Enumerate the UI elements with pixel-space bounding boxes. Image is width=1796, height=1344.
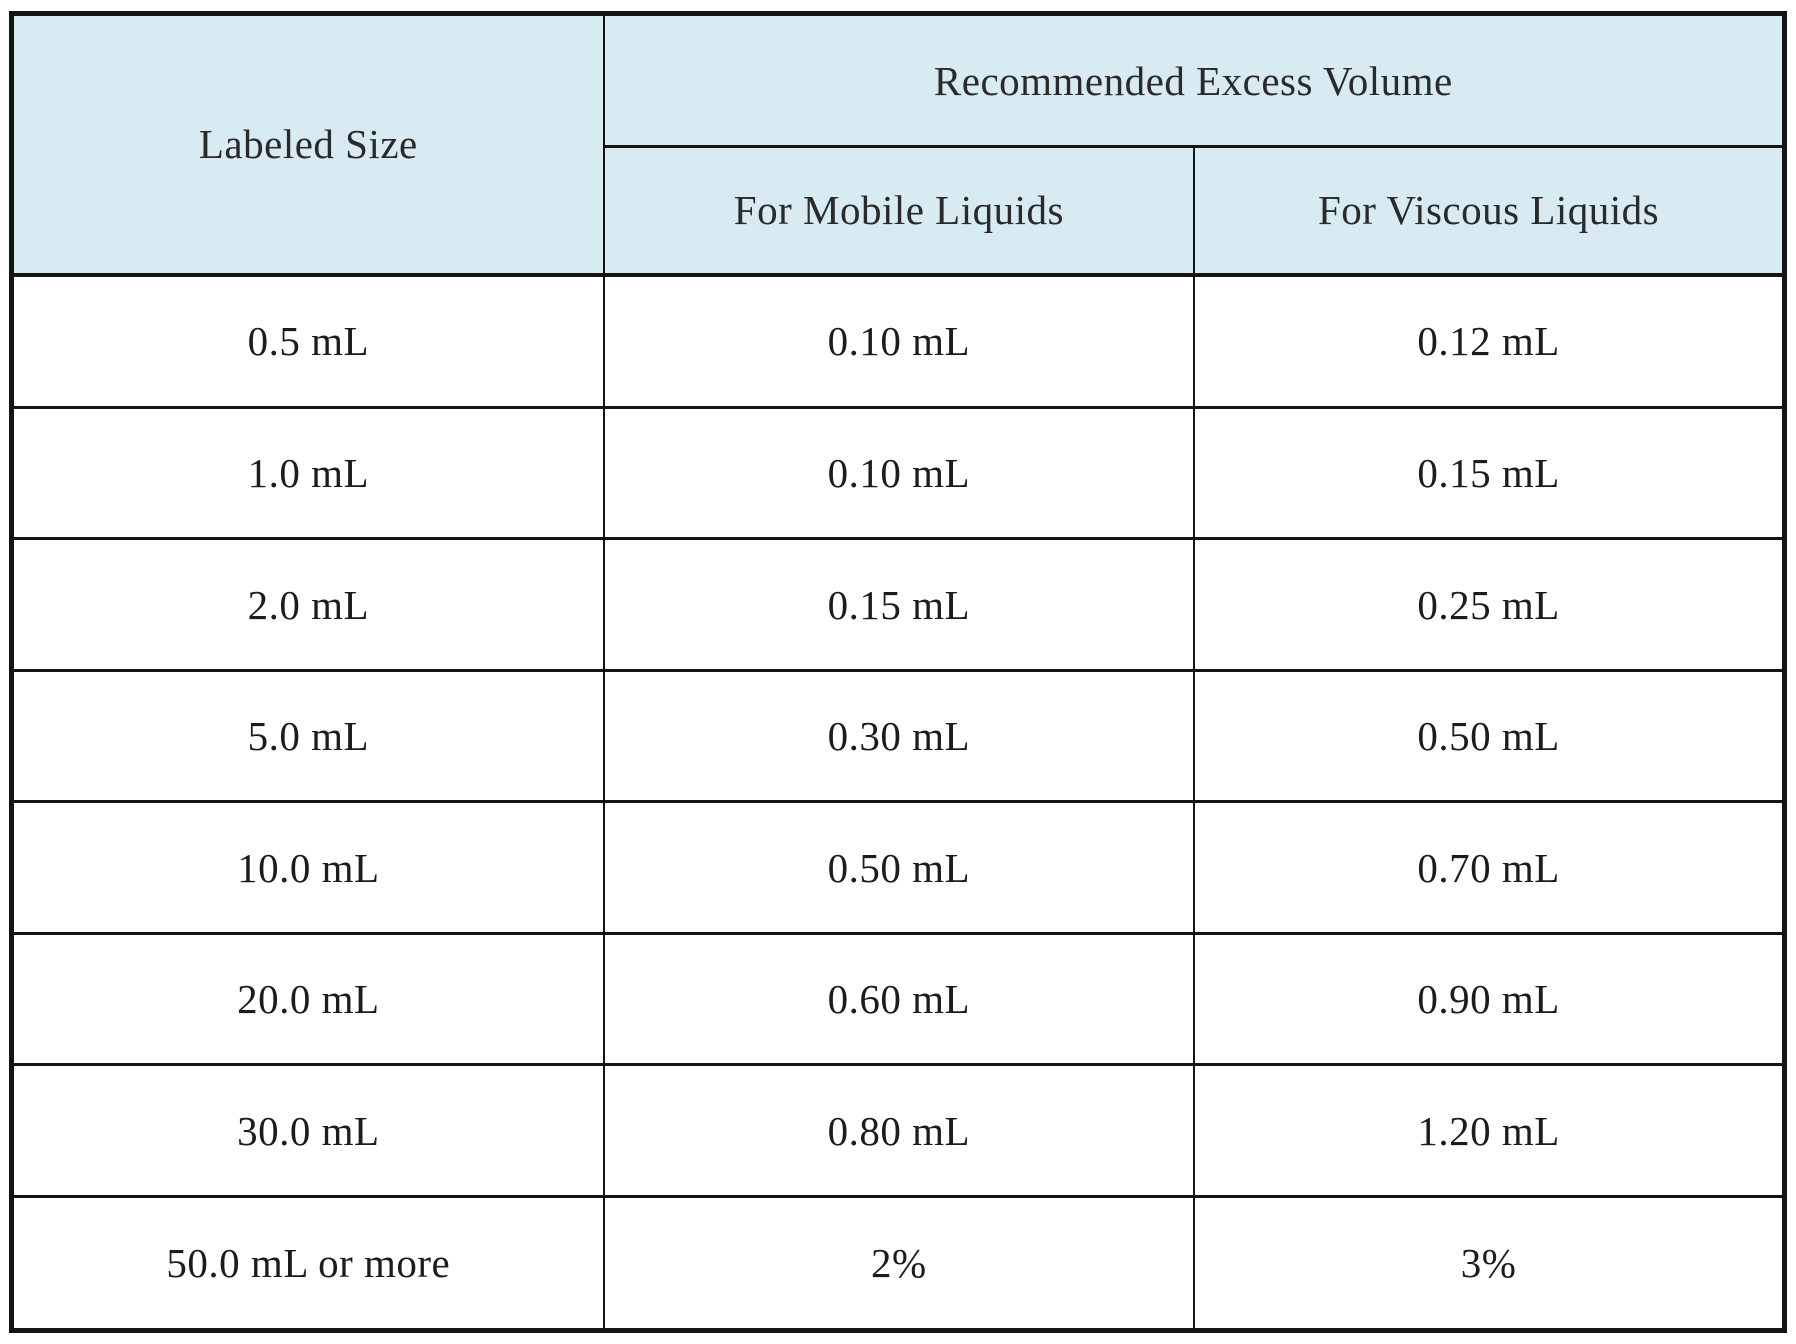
cell-labeled-size: 2.0 mL: [10, 537, 605, 672]
cell-mobile-value: 0.30 mL: [602, 668, 1196, 804]
cell-labeled-size: 1.0 mL: [10, 405, 605, 541]
cell-labeled-size: 30.0 mL: [10, 1063, 605, 1198]
table-row: 30.0 mL 0.80 mL 1.20 mL: [10, 1063, 1786, 1198]
header-labeled-size: Labeled Size: [10, 12, 605, 277]
cell-mobile-value: 0.10 mL: [602, 405, 1196, 541]
cell-viscous-value: 0.50 mL: [1193, 668, 1786, 804]
table-row: 20.0 mL 0.60 mL 0.90 mL: [10, 931, 1786, 1067]
header-group-row: Labeled Size Recommended Excess Volume: [10, 12, 1786, 277]
excess-volume-table: Labeled Size Recommended Excess Volume F…: [9, 11, 1787, 1333]
cell-mobile-value: 0.50 mL: [602, 800, 1196, 935]
table-body: 0.5 mL 0.10 mL 0.12 mL 1.0 mL 0.10 mL 0.…: [10, 273, 1786, 1333]
table-row: 50.0 mL or more 2% 3%: [10, 1194, 1786, 1333]
cell-viscous-value: 0.25 mL: [1193, 537, 1786, 672]
table-row: 0.5 mL 0.10 mL 0.12 mL: [10, 273, 1786, 409]
cell-viscous-value: 3%: [1193, 1194, 1786, 1333]
cell-viscous-value: 0.15 mL: [1193, 405, 1786, 541]
table-header: Labeled Size Recommended Excess Volume F…: [10, 12, 1786, 277]
table-row: 5.0 mL 0.30 mL 0.50 mL: [10, 668, 1786, 804]
header-excess-volume-group: Recommended Excess Volume: [602, 12, 1786, 148]
cell-mobile-value: 0.15 mL: [602, 537, 1196, 672]
table-row: 10.0 mL 0.50 mL 0.70 mL: [10, 800, 1786, 935]
cell-labeled-size: 20.0 mL: [10, 931, 605, 1067]
header-mobile-liquids: For Mobile Liquids: [602, 145, 1196, 277]
cell-mobile-value: 0.80 mL: [602, 1063, 1196, 1198]
cell-labeled-size: 0.5 mL: [10, 273, 605, 409]
cell-viscous-value: 0.12 mL: [1193, 273, 1786, 409]
cell-mobile-value: 0.60 mL: [602, 931, 1196, 1067]
cell-mobile-value: 0.10 mL: [602, 273, 1196, 409]
cell-labeled-size: 10.0 mL: [10, 800, 605, 935]
cell-mobile-value: 2%: [602, 1194, 1196, 1333]
header-viscous-liquids: For Viscous Liquids: [1193, 145, 1786, 277]
cell-viscous-value: 0.70 mL: [1193, 800, 1786, 935]
cell-labeled-size: 50.0 mL or more: [10, 1194, 605, 1333]
table-row: 1.0 mL 0.10 mL 0.15 mL: [10, 405, 1786, 541]
cell-viscous-value: 0.90 mL: [1193, 931, 1786, 1067]
cell-labeled-size: 5.0 mL: [10, 668, 605, 804]
header-sub-row: For Mobile Liquids For Viscous Liquids: [12, 145, 1786, 277]
table-row: 2.0 mL 0.15 mL 0.25 mL: [10, 537, 1786, 672]
cell-viscous-value: 1.20 mL: [1193, 1063, 1786, 1198]
